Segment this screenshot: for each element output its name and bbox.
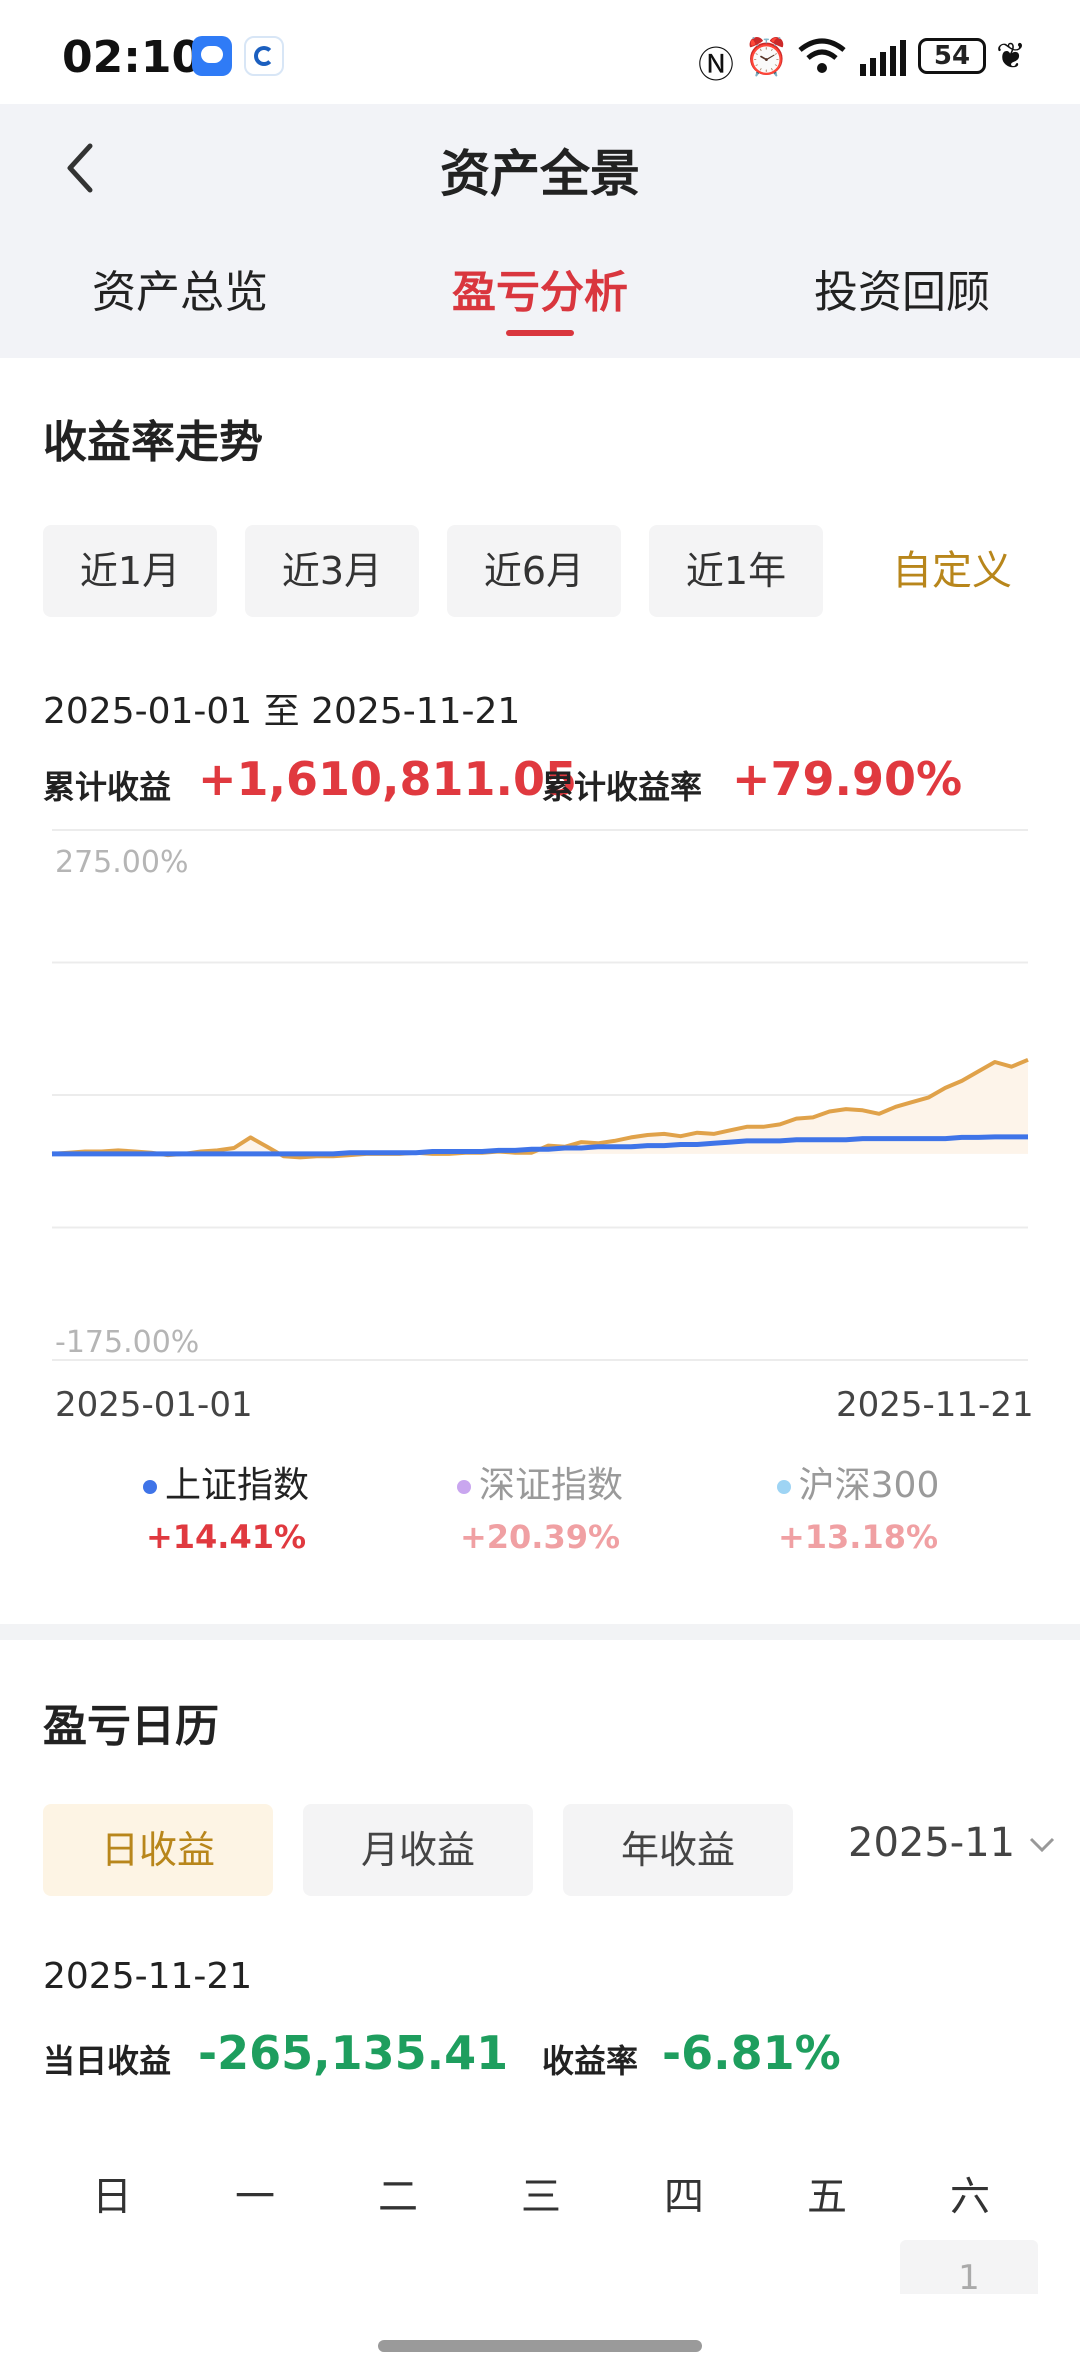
alarm-icon: ⏰ (744, 37, 789, 78)
legend-szse-index[interactable]: 深证指数 (410, 1456, 670, 1508)
calendar-day-cell[interactable] (900, 2240, 1038, 2294)
legend-csi300-index[interactable]: 沪深300 (728, 1456, 988, 1508)
weekday-thu: 四 (664, 2174, 704, 2220)
leaf-icon: ❦ (996, 36, 1027, 77)
signal-icon (860, 40, 906, 76)
daily-profit-button[interactable]: 日收益 (43, 1804, 273, 1896)
legend-sse-value: +14.41% (145, 1518, 307, 1556)
cumulative-profit-value: +1,610,811.05 (198, 752, 578, 806)
y-axis-bottom-label: -175.00% (55, 1325, 199, 1360)
chevron-down-icon (1030, 1837, 1055, 1853)
portfolio-area (52, 1059, 1028, 1158)
calendar-section-title: 盈亏日历 (43, 1701, 219, 1752)
calendar-day-number: 1 (958, 2258, 980, 2298)
legend-dot-icon (776, 1480, 791, 1494)
calendar-date: 2025-11-21 (43, 1956, 253, 1997)
period-1y-button[interactable]: 近1年 (649, 525, 823, 617)
tab-asset-overview[interactable]: 资产总览 (92, 267, 268, 318)
weekday-sat: 六 (950, 2174, 990, 2220)
weekday-fri: 五 (807, 2174, 847, 2220)
period-1m-button[interactable]: 近1月 (43, 525, 217, 617)
cumulative-profit-label: 累计收益 (43, 768, 172, 806)
home-indicator (378, 2340, 702, 2352)
y-axis-top-label: 275.00% (55, 845, 188, 880)
back-arrow-icon[interactable] (56, 138, 106, 198)
legend-dot-icon (456, 1480, 471, 1494)
tab-investment-review[interactable]: 投资回顾 (814, 267, 990, 318)
trend-section-title: 收益率走势 (43, 417, 263, 468)
cumulative-rate-label: 累计收益率 (542, 768, 703, 806)
weekday-sun: 日 (92, 2174, 132, 2220)
tab-pnl-analysis[interactable]: 盈亏分析 (452, 267, 628, 318)
return-trend-chart: 275.00% -175.00% (51, 829, 1029, 1361)
x-axis-end-label: 2025-11-21 (836, 1385, 1034, 1425)
message-app-icon (192, 36, 232, 76)
bank-app-icon (244, 36, 284, 76)
day-rate-value: -6.81% (662, 2026, 841, 2080)
weekday-tue: 二 (378, 2174, 418, 2220)
active-tab-indicator (506, 330, 574, 336)
page-title: 资产全景 (440, 145, 640, 203)
legend-sse-index[interactable]: 上证指数 (96, 1456, 356, 1508)
section-divider (0, 1624, 1080, 1640)
day-profit-label: 当日收益 (43, 2042, 172, 2080)
monthly-profit-button[interactable]: 月收益 (303, 1804, 533, 1896)
x-axis-start-label: 2025-01-01 (55, 1385, 253, 1425)
period-3m-button[interactable]: 近3月 (245, 525, 419, 617)
page-header (0, 104, 1080, 358)
battery-icon: 54 (918, 38, 986, 74)
date-range: 2025-01-01 至 2025-11-21 (43, 691, 521, 732)
cumulative-rate-value: +79.90% (732, 752, 963, 806)
status-time: 02:10 (62, 32, 203, 83)
wifi-icon (798, 38, 846, 73)
weekday-mon: 一 (235, 2174, 275, 2220)
nfc-icon: Ⓝ (698, 45, 735, 86)
period-custom-button[interactable]: 自定义 (892, 548, 1012, 594)
day-rate-label: 收益率 (542, 2042, 639, 2080)
legend-szse-value: +20.39% (459, 1518, 621, 1556)
yearly-profit-button[interactable]: 年收益 (563, 1804, 793, 1896)
sse-index-line (52, 1134, 1028, 1157)
legend-csi300-value: +13.18% (777, 1518, 939, 1556)
legend-dot-icon (142, 1480, 157, 1494)
month-select[interactable]: 2025-11 (848, 1820, 1057, 1866)
day-profit-value: -265,135.41 (198, 2026, 509, 2080)
period-6m-button[interactable]: 近6月 (447, 525, 621, 617)
weekday-wed: 三 (521, 2174, 561, 2220)
